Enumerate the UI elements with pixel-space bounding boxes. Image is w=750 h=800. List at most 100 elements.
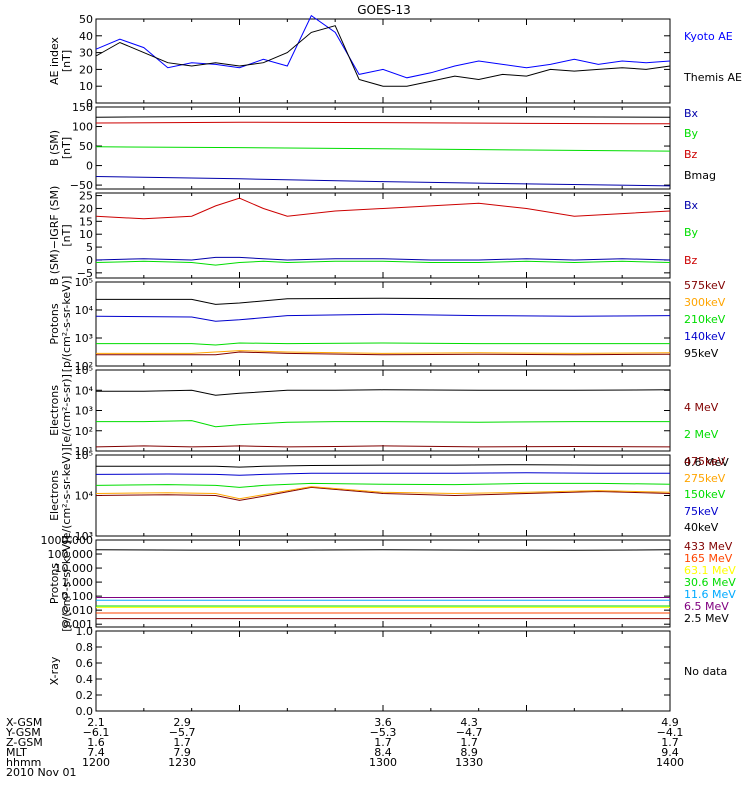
- legend-entry: Bx: [684, 199, 699, 212]
- y-axis-unit: [p/(cm²-s-sr-keV)]: [60, 535, 73, 632]
- legend-entry: Bx: [684, 107, 699, 120]
- ephemeris-value: −5.7: [169, 726, 196, 739]
- series-line-475kev: [95, 486, 671, 501]
- legend-entry: By: [684, 226, 699, 239]
- y-tick-label: −50: [70, 179, 93, 192]
- y-tick-label: 10²: [75, 425, 93, 438]
- y-axis-unit: [e/(cm²-s-sr-keV)]: [60, 447, 73, 543]
- series-line-140kev: [95, 313, 671, 322]
- y-tick-label: 0.0: [76, 705, 94, 718]
- series-line-40kev: [96, 464, 670, 468]
- legend-entry: Bz: [684, 254, 698, 267]
- y-tick-label: 10⁴: [75, 490, 94, 503]
- ephemeris-value: 1200: [82, 756, 110, 769]
- y-axis-label: Protons: [48, 303, 61, 344]
- legend-entry: 40keV: [684, 521, 719, 534]
- panel-5: 10¹ 10² 10³ 10⁴ 10⁵ Electrons [e/(cm²-s-sr)] 4 …: [48, 364, 729, 469]
- ephemeris-value: −4.7: [456, 726, 483, 739]
- legend-entry: 30.6 MeV: [684, 576, 736, 589]
- ephemeris-row-label: hhmm: [6, 756, 41, 769]
- legend-entry: 210keV: [684, 313, 726, 326]
- series-line-0.6-mev: [96, 389, 671, 396]
- legend-entry: By: [684, 127, 699, 140]
- ephemeris-row-label: Z-GSM: [6, 736, 43, 749]
- panel-2: −50 0 50 100 150 B (SM) [nT] Bx By Bz Bmag: [48, 101, 716, 192]
- y-tick-label: 10.000: [55, 562, 94, 575]
- y-axis-label: Protons: [48, 563, 61, 604]
- ephemeris-footer: X-GSM 2.1 2.9 3.6 4.3 4.9 Y-GSM −6.1 −5.7 −5.3 −4.…: [5, 716, 684, 779]
- y-tick-label: 100.000: [48, 548, 94, 561]
- legend-entry: 0.6 MeV: [684, 456, 729, 469]
- y-tick-label: 0: [86, 97, 93, 110]
- ephemeris-value: 1230: [168, 756, 196, 769]
- y-axis-label: AE index: [48, 36, 61, 85]
- y-tick-label: 0.100: [62, 590, 94, 603]
- y-tick-label: 1.0: [76, 625, 94, 638]
- legend-entry: 433 MeV: [684, 540, 733, 553]
- y-tick-label: 0.6: [76, 657, 94, 670]
- ephemeris-value: 1330: [455, 756, 483, 769]
- ephemeris-value: 3.6: [374, 716, 392, 729]
- y-axis-unit: [nT]: [60, 137, 73, 159]
- y-axis-label: B (SM)−IGRF (SM): [48, 186, 61, 286]
- panel-frame: [95, 106, 671, 190]
- series-line-bz: [95, 121, 671, 125]
- y-tick-label: 10⁴: [75, 384, 94, 397]
- y-tick-label: 15: [79, 215, 93, 228]
- y-tick-label: 0: [86, 160, 93, 173]
- y-tick-label: 20: [79, 63, 93, 76]
- y-tick-label: 40: [79, 30, 93, 43]
- y-tick-label: 1000.000: [41, 534, 94, 547]
- y-tick-label: 0.8: [76, 641, 94, 654]
- legend-entry: 475keV: [684, 455, 726, 468]
- ephemeris-row-label: Y-GSM: [5, 726, 41, 739]
- panel-4: 10² 10³ 10⁴ 10⁵ Protons [p/(cm²-s-sr-keV)] 575…: [48, 276, 726, 373]
- panel-frame: [95, 192, 671, 279]
- ephemeris-value: 7.9: [173, 746, 191, 759]
- y-tick-label: −5: [77, 267, 93, 280]
- y-tick-label: 10⁵: [75, 449, 93, 462]
- panel-frame: [95, 630, 671, 712]
- y-tick-label: 10²: [75, 360, 93, 373]
- y-axis-label: Electrons: [48, 470, 61, 521]
- legend-entry: 63.1 MeV: [684, 564, 736, 577]
- legend-entry: 6.5 MeV: [684, 600, 729, 613]
- legend-entry: Themis AE: [683, 71, 742, 84]
- y-tick-label: 0: [86, 254, 93, 267]
- y-tick-label: 10³: [75, 332, 93, 345]
- y-tick-label: 30: [79, 47, 93, 60]
- series-line-75kev: [95, 472, 670, 476]
- y-tick-label: 10⁵: [75, 276, 93, 289]
- legend-entry: 75keV: [684, 505, 719, 518]
- y-axis-unit: [e/(cm²-s-sr)]: [60, 374, 73, 447]
- series-line-210kev: [96, 342, 670, 346]
- ephemeris-row-label: X-GSM: [6, 716, 42, 729]
- y-tick-label: 10¹: [75, 445, 93, 458]
- legend-entry: Bz: [684, 148, 698, 161]
- y-tick-label: 0.010: [62, 604, 94, 617]
- y-axis-unit: [nT]: [60, 224, 73, 246]
- ephemeris-value: 1400: [656, 756, 684, 769]
- y-axis-unit: [p/(cm²-s-sr-keV)]: [60, 276, 73, 373]
- y-tick-label: 0.2: [76, 689, 94, 702]
- panel-1: 0 10 20 30 40 50 AE index [nT] Kyoto AE Themis AE: [48, 13, 742, 110]
- legend-entry: 150keV: [684, 488, 726, 501]
- legend-entry: 2.5 MeV: [684, 612, 729, 625]
- series-line-themis-ae: [95, 25, 671, 87]
- ephemeris-value: −5.3: [370, 726, 397, 739]
- y-tick-label: 10⁵: [75, 364, 93, 377]
- panel-frame: [95, 369, 671, 452]
- y-tick-label: 10⁴: [75, 304, 94, 317]
- y-tick-label: 10: [79, 80, 93, 93]
- ephemeris-value: 1.7: [374, 736, 392, 749]
- ephemeris-value: 4.9: [661, 716, 679, 729]
- series-line-kyoto-ae: [95, 14, 671, 79]
- legend-entry: 165 MeV: [684, 552, 733, 565]
- y-axis-label: Electrons: [48, 385, 61, 436]
- ephemeris-value: 9.4: [661, 746, 679, 759]
- panel-frame: [95, 539, 671, 628]
- series-line-2-mev: [96, 420, 670, 428]
- panel-frame: [95, 454, 671, 537]
